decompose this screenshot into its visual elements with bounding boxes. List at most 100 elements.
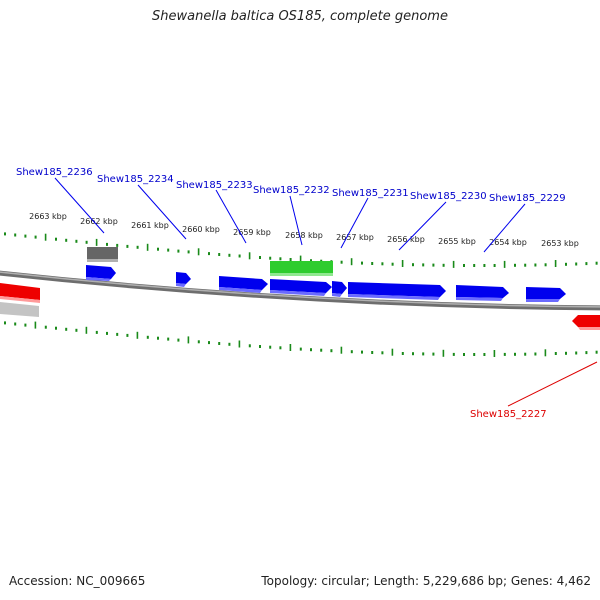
tick-mark [269, 345, 272, 349]
tick-mark [85, 240, 88, 244]
leader-line [340, 197, 369, 249]
tick-mark [65, 327, 68, 331]
gene-label[interactable]: Shew185_2236 [16, 167, 93, 178]
tick-mark [595, 350, 598, 354]
tick-mark [340, 346, 343, 354]
tick-mark [452, 352, 455, 356]
tick-mark [24, 323, 27, 327]
gene-forward[interactable] [332, 281, 347, 294]
tick-mark [391, 348, 394, 356]
tick-mark [238, 340, 241, 348]
tick-mark [208, 341, 210, 345]
tick-mark [136, 331, 139, 339]
tick-mark [422, 263, 425, 267]
gene-forward[interactable] [456, 285, 509, 298]
tick-mark [575, 262, 578, 266]
tick-mark [361, 261, 363, 265]
tick-mark [197, 248, 200, 256]
gene-label[interactable]: Shew185_2231 [332, 188, 409, 199]
tick-mark [350, 350, 353, 354]
tick-mark [14, 233, 17, 237]
tick-mark [248, 344, 251, 348]
tick-label: 2661 kbp [131, 221, 169, 230]
map-title: Shewanella baltica OS185, complete genom… [152, 9, 448, 24]
gene-forward-shadow [219, 287, 262, 293]
gene-label[interactable]: Shew185_2232 [253, 185, 330, 196]
tick-label: 2657 kbp [336, 233, 374, 242]
tick-mark [381, 351, 384, 355]
gene-pseudo-edge[interactable] [0, 302, 39, 317]
gene-label[interactable]: Shew185_2233 [176, 180, 253, 191]
gene-reverse[interactable] [572, 315, 600, 327]
tick-mark [310, 259, 312, 263]
tick-mark [75, 239, 78, 243]
tick-mark [565, 351, 567, 355]
gene-reverse[interactable] [0, 283, 40, 300]
tick-mark [157, 247, 159, 251]
tick-mark [106, 242, 108, 246]
tick-mark [422, 352, 425, 356]
gene-pseudo[interactable] [87, 247, 118, 259]
tick-mark [585, 351, 588, 355]
gene-label[interactable]: Shew185_2234 [97, 174, 174, 185]
gene-forward-shadow [456, 297, 503, 301]
tick-mark [401, 260, 404, 267]
tick-mark [371, 351, 374, 354]
gene-forward[interactable] [348, 282, 446, 297]
gene-forward[interactable] [270, 279, 332, 293]
gene-label[interactable]: Shew185_2230 [410, 191, 487, 202]
tick-mark [218, 342, 221, 345]
tick-mark [177, 249, 180, 253]
tick-mark [177, 338, 180, 342]
tick-mark [493, 264, 496, 267]
tick-mark [350, 258, 353, 266]
tick-mark [442, 349, 445, 357]
accession-text: Accession: NC_009665 [9, 574, 146, 588]
tick-mark [34, 235, 37, 239]
gene-forward-shadow [526, 299, 560, 302]
tick-label: 2659 kbp [233, 228, 271, 237]
tick-mark [65, 238, 68, 242]
tick-label: 2653 kbp [541, 239, 579, 248]
tick-mark [126, 333, 129, 337]
tick-mark [75, 328, 78, 332]
tick-mark [44, 325, 47, 329]
tick-mark [146, 335, 149, 339]
tick-mark [167, 337, 170, 341]
gene-forward-shadow [348, 294, 440, 300]
tick-mark [310, 348, 312, 352]
tick-mark [483, 264, 486, 267]
tick-label: 2656 kbp [387, 235, 425, 244]
tick-mark [55, 237, 57, 241]
tick-mark [503, 260, 506, 268]
tick-mark [157, 336, 159, 340]
gene-label[interactable]: Shew185_2229 [489, 193, 566, 204]
gene-rna[interactable] [270, 261, 333, 273]
gene-label-reverse[interactable]: Shew185_2227 [470, 409, 547, 420]
tick-label: 2660 kbp [182, 225, 220, 234]
tick-mark [463, 353, 465, 356]
gene-forward[interactable] [86, 265, 116, 279]
gene-forward[interactable] [176, 272, 191, 284]
tick-mark [116, 243, 119, 247]
gene-forward[interactable] [526, 287, 566, 299]
leader-line [215, 189, 247, 244]
tick-mark [412, 352, 414, 356]
tick-mark [544, 349, 547, 357]
tick-mark [524, 263, 527, 267]
tick-mark [554, 352, 557, 355]
tick-mark [248, 252, 251, 260]
leader-line [137, 184, 187, 240]
summary-text: Topology: circular; Length: 5,229,686 bp… [261, 574, 591, 588]
tick-mark [289, 258, 292, 261]
tick-mark [269, 256, 272, 260]
leader-line [54, 177, 105, 234]
tick-mark [259, 256, 261, 259]
gene-forward[interactable] [219, 276, 268, 290]
tick-mark [126, 244, 129, 248]
leader-line-reverse [507, 361, 598, 407]
tick-mark [585, 262, 588, 266]
tick-mark [279, 346, 282, 350]
tick-mark [299, 255, 302, 263]
